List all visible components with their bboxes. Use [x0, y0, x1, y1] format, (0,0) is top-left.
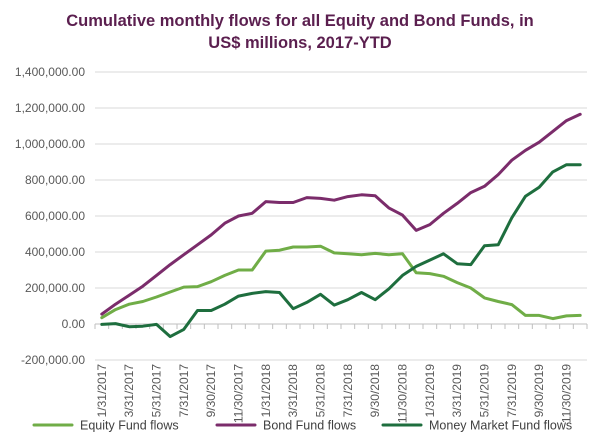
y-tick-label: -200,000.00	[21, 353, 85, 367]
y-tick-label: 800,000.00	[25, 173, 85, 187]
y-tick-label: 600,000.00	[25, 209, 85, 223]
legend-label: Bond Fund flows	[263, 419, 356, 433]
chart-title-line-1: Cumulative monthly flows for all Equity …	[66, 12, 534, 30]
y-tick-label: 400,000.00	[25, 245, 85, 259]
chart-title-line-2: US$ millions, 2017-YTD	[208, 34, 392, 52]
legend: Equity Fund flows Bond Fund flows Money Ma…	[32, 419, 572, 433]
x-tick-label: 11/30/2019	[560, 364, 574, 423]
y-tick-label: 1,000,000.00	[15, 137, 85, 151]
y-tick-label: 0.00	[62, 317, 86, 331]
x-tick-label: 3/31/2018	[286, 364, 300, 418]
x-tick-label: 5/31/2018	[314, 364, 328, 418]
x-tick-label: 5/31/2019	[478, 364, 492, 418]
series-line-2	[100, 163, 582, 339]
y-axis-tick-labels: -200,000.00 0.00 200,000.00 400,000.00 600,0…	[15, 65, 85, 367]
series-line-1	[100, 112, 582, 316]
x-tick-label: 1/31/2017	[95, 364, 109, 418]
x-axis: 1/31/2017 3/31/2017 5/31/2017 7/31/2017 9/30…	[94, 323, 588, 423]
legend-label: Equity Fund flows	[80, 419, 179, 433]
y-tick-label: 1,400,000.00	[15, 65, 85, 79]
series-line-0	[100, 244, 582, 321]
chart-title: Cumulative monthly flows for all Equity …	[0, 10, 600, 54]
x-tick-label: 9/30/2018	[368, 364, 382, 418]
y-tick-label: 200,000.00	[25, 281, 85, 295]
series-lines	[100, 112, 582, 339]
x-tick-label: 7/31/2018	[341, 364, 355, 418]
x-tick-label: 7/31/2017	[177, 364, 191, 418]
x-tick-label: 11/30/2017	[232, 364, 246, 423]
x-tick-label: 11/30/2018	[396, 364, 410, 423]
x-tick-label: 9/30/2019	[532, 364, 546, 418]
x-tick-label: 9/30/2017	[204, 364, 218, 418]
x-tick-label: 3/31/2017	[122, 364, 136, 418]
x-tick-label: 1/31/2019	[423, 364, 437, 418]
legend-label: Money Market Fund flows	[429, 419, 572, 433]
x-tick-label: 7/31/2019	[505, 364, 519, 418]
x-tick-label: 5/31/2017	[150, 364, 164, 418]
x-tick-label: 3/31/2019	[450, 364, 464, 418]
x-tick-label: 1/31/2018	[259, 364, 273, 418]
y-tick-label: 1,200,000.00	[15, 101, 85, 115]
